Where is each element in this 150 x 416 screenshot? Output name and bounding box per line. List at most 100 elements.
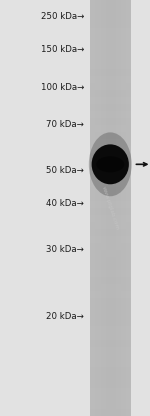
Bar [102, 0, 103, 416]
Bar [90, 319, 130, 326]
Bar [113, 0, 114, 416]
Bar [93, 0, 94, 416]
Text: 50 kDa→: 50 kDa→ [46, 166, 84, 175]
Text: 70 kDa→: 70 kDa→ [46, 120, 84, 129]
Bar [90, 361, 130, 367]
Text: www.ptglab.com: www.ptglab.com [101, 186, 120, 230]
Bar [90, 354, 130, 361]
Bar [98, 0, 99, 416]
Bar [90, 374, 130, 381]
Bar [101, 0, 102, 416]
Bar [90, 340, 130, 347]
Bar [90, 21, 130, 28]
Bar [95, 0, 97, 416]
Bar [117, 0, 118, 416]
Bar [90, 222, 130, 229]
Bar [90, 250, 130, 257]
Bar [90, 125, 130, 132]
Bar [124, 0, 125, 416]
Bar [90, 257, 130, 263]
Bar [90, 270, 130, 277]
Bar [90, 395, 130, 402]
Bar [90, 0, 130, 7]
Bar [108, 0, 109, 416]
Ellipse shape [92, 144, 129, 184]
Bar [110, 0, 112, 416]
Bar [90, 312, 130, 319]
Bar [90, 42, 130, 49]
Text: 30 kDa→: 30 kDa→ [46, 245, 84, 254]
Bar [122, 0, 124, 416]
Bar [90, 132, 130, 139]
Bar [90, 14, 130, 21]
Bar [90, 409, 130, 416]
Bar [90, 173, 130, 180]
Bar [97, 0, 98, 416]
Bar [90, 62, 130, 69]
Bar [103, 0, 105, 416]
Bar [90, 284, 130, 291]
Bar [121, 0, 122, 416]
Bar [90, 0, 130, 416]
Bar [90, 236, 130, 243]
Bar [90, 28, 130, 35]
Bar [90, 111, 130, 118]
Bar [90, 333, 130, 340]
Bar [90, 201, 130, 208]
Bar [118, 0, 120, 416]
Bar [90, 326, 130, 333]
Bar [90, 55, 130, 62]
Bar [109, 0, 110, 416]
Bar [129, 0, 130, 416]
Bar [90, 277, 130, 284]
Bar [90, 347, 130, 354]
Bar [90, 146, 130, 153]
Bar [90, 243, 130, 250]
Bar [90, 367, 130, 374]
Bar [90, 83, 130, 90]
Bar [125, 0, 126, 416]
Bar [105, 0, 106, 416]
Bar [90, 7, 130, 14]
Bar [90, 139, 130, 146]
Bar [90, 215, 130, 222]
Bar [90, 180, 130, 187]
Bar [94, 0, 95, 416]
Text: 40 kDa→: 40 kDa→ [46, 199, 84, 208]
Text: 250 kDa→: 250 kDa→ [41, 12, 84, 21]
Bar [90, 0, 91, 416]
Bar [114, 0, 116, 416]
Ellipse shape [96, 156, 124, 172]
Bar [90, 35, 130, 42]
Bar [90, 153, 130, 159]
Bar [90, 298, 130, 305]
Bar [90, 388, 130, 395]
Bar [126, 0, 128, 416]
Bar [90, 263, 130, 270]
Bar [91, 0, 93, 416]
Bar [90, 208, 130, 215]
Bar [120, 0, 121, 416]
Bar [90, 69, 130, 76]
Bar [112, 0, 113, 416]
Bar [90, 305, 130, 312]
Bar [90, 159, 130, 166]
Bar [90, 166, 130, 173]
Bar [90, 229, 130, 236]
Bar [90, 118, 130, 125]
Bar [90, 187, 130, 194]
Text: 150 kDa→: 150 kDa→ [41, 45, 84, 54]
Bar [116, 0, 117, 416]
Bar [99, 0, 101, 416]
Text: 20 kDa→: 20 kDa→ [46, 312, 84, 321]
Bar [90, 194, 130, 201]
Bar [90, 90, 130, 97]
Bar [128, 0, 129, 416]
Bar [90, 104, 130, 111]
Bar [90, 76, 130, 83]
Bar [90, 381, 130, 388]
Bar [90, 402, 130, 409]
Ellipse shape [89, 132, 132, 196]
Bar [90, 291, 130, 298]
Bar [90, 97, 130, 104]
